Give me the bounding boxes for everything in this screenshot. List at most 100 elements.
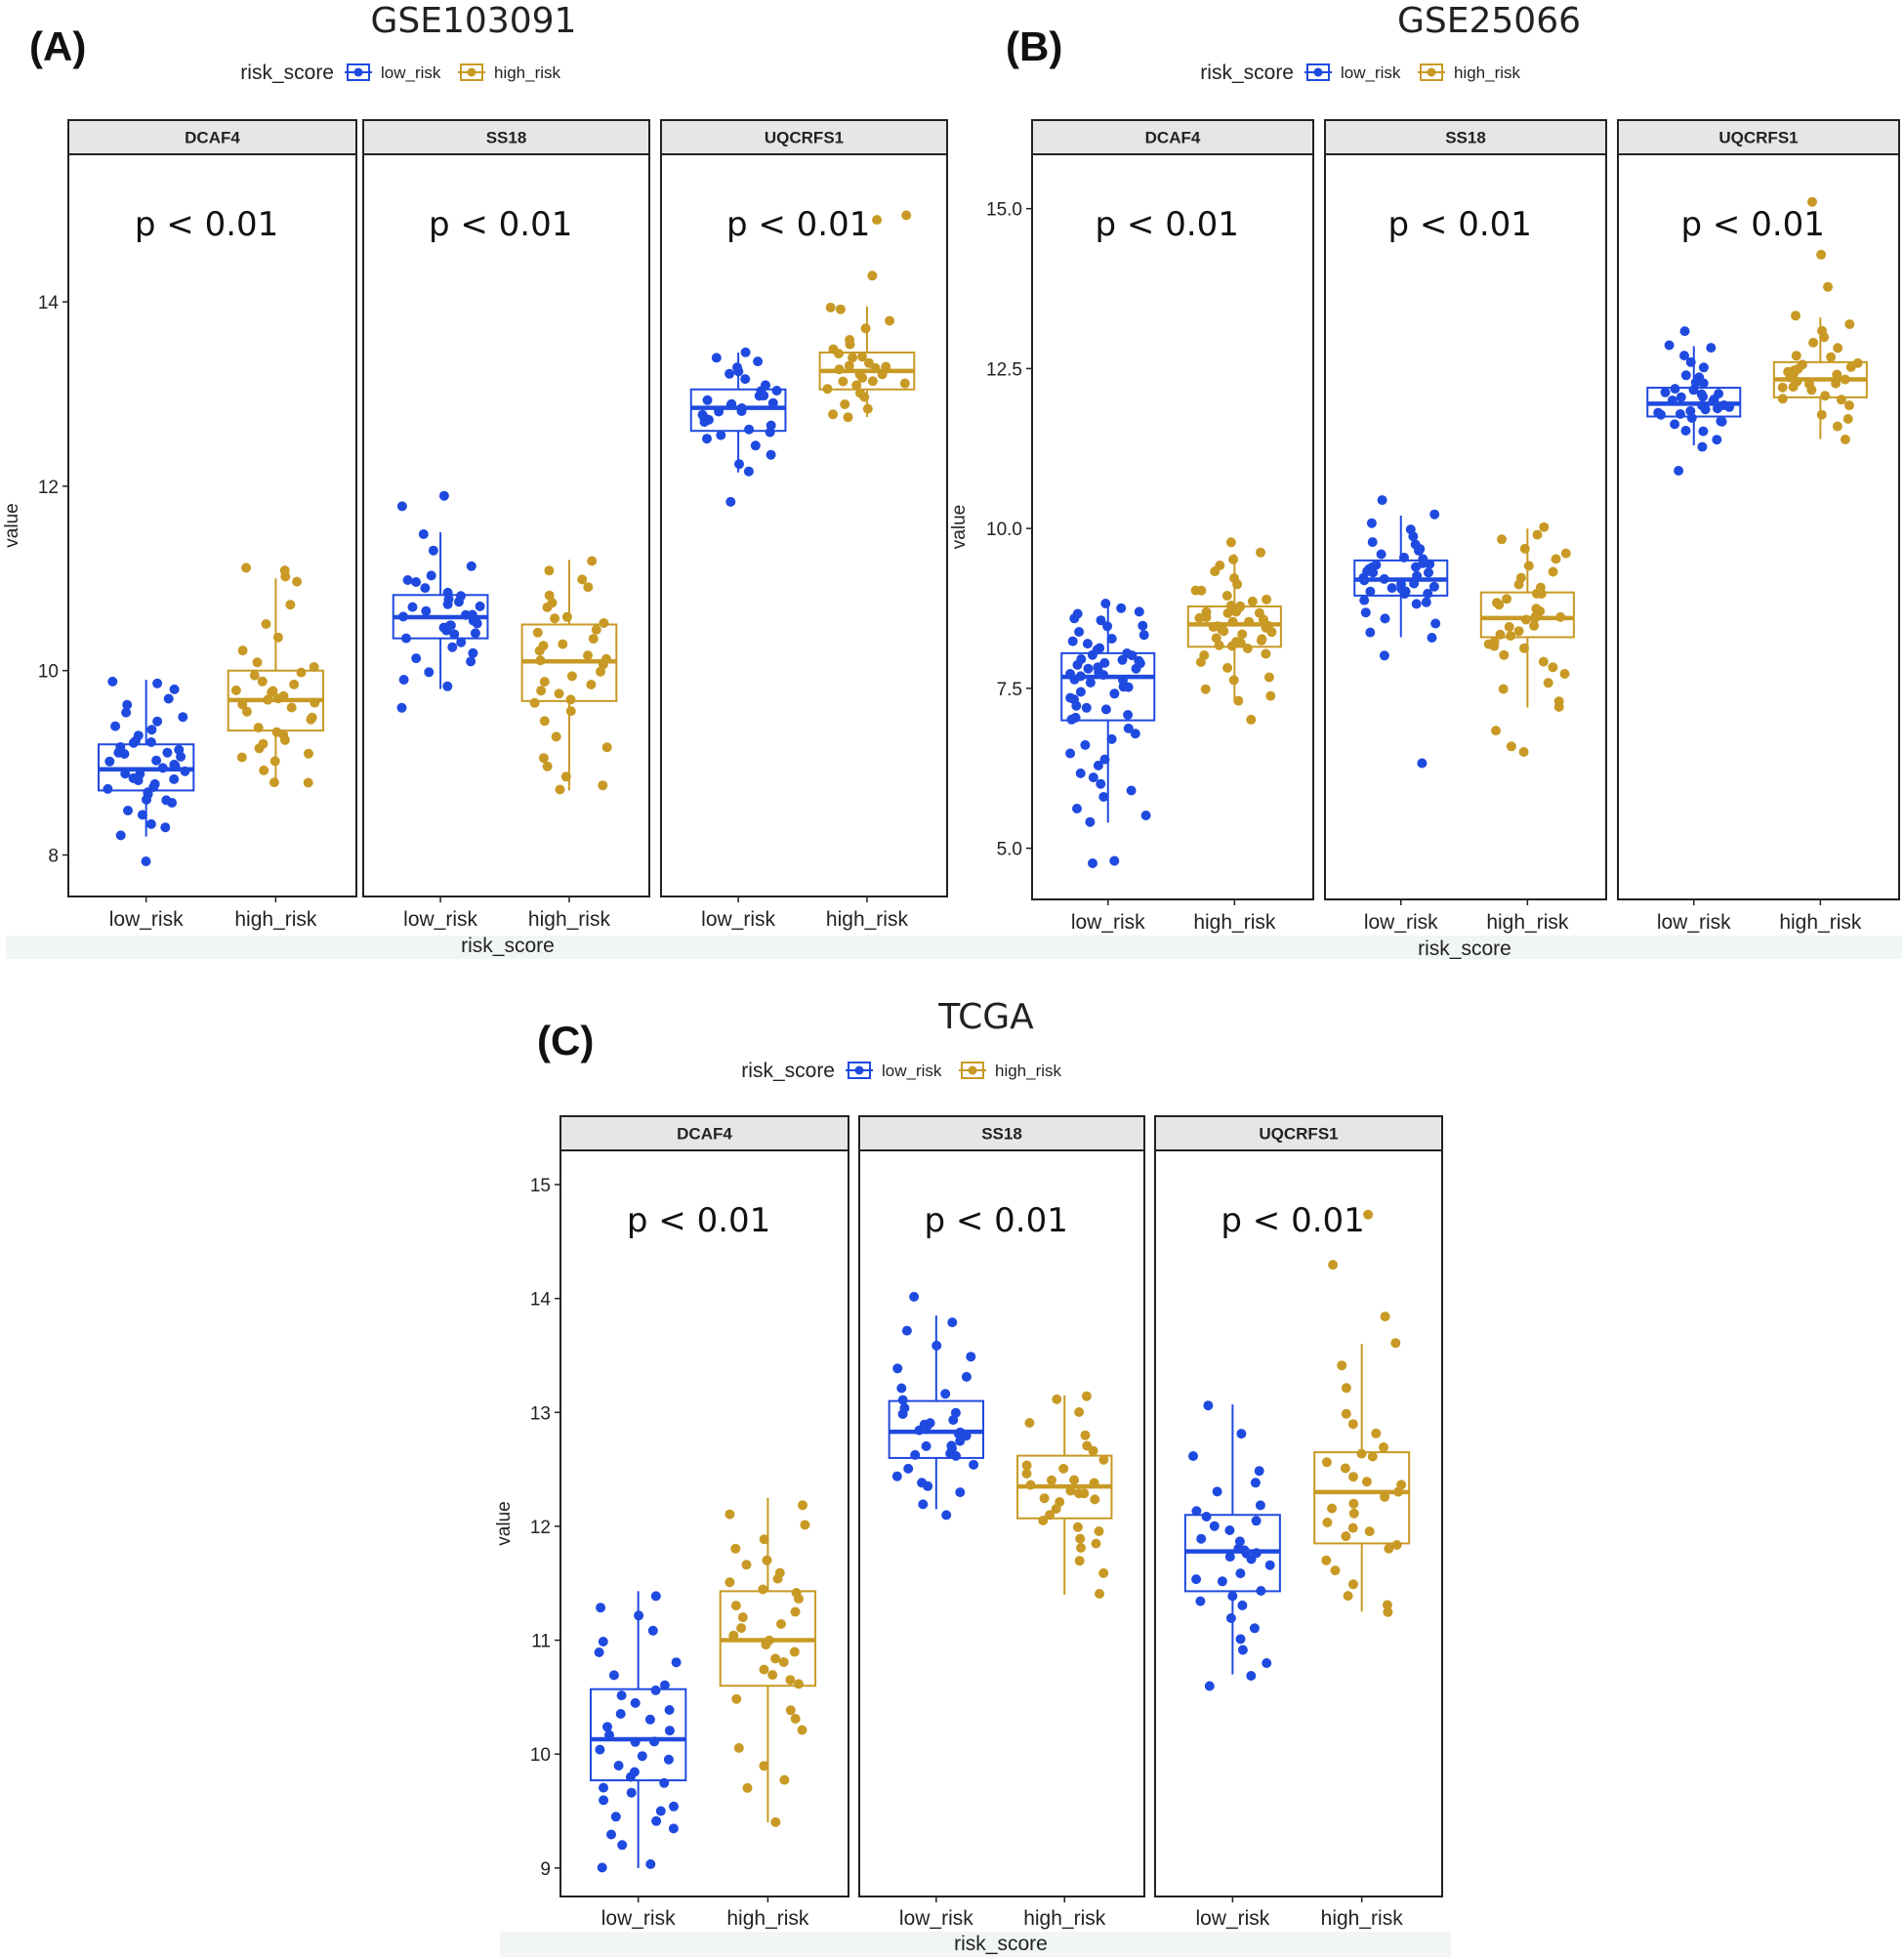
data-point (599, 1795, 609, 1806)
data-point (115, 830, 126, 841)
data-point (1366, 518, 1377, 528)
data-point (1685, 356, 1696, 367)
box-high-risk (719, 1497, 817, 1827)
data-point (1347, 1522, 1358, 1533)
data-point (1098, 1454, 1109, 1465)
data-point (790, 1606, 801, 1617)
data-point (1075, 768, 1086, 778)
data-point (637, 1751, 647, 1762)
data-point (1670, 419, 1680, 430)
data-point (668, 1823, 679, 1834)
data-point (1791, 351, 1801, 361)
data-point (1191, 1506, 1202, 1517)
facet-strip-label: UQCRFS1 (1718, 129, 1798, 147)
legend-key-high-risk (959, 1062, 986, 1079)
data-point (180, 766, 190, 776)
data-point (857, 352, 867, 362)
data-point (651, 1815, 662, 1826)
data-point (1489, 637, 1500, 647)
data-point (1191, 1574, 1202, 1585)
data-point (1249, 1623, 1260, 1634)
data-point (529, 697, 540, 708)
data-point (1697, 441, 1708, 452)
y-tick-label: 12 (38, 478, 59, 498)
data-point (547, 598, 558, 608)
data-point (456, 591, 466, 602)
legend-key-dot (467, 67, 476, 77)
data-point (1262, 594, 1272, 604)
data-point (261, 619, 271, 629)
data-point (307, 712, 317, 723)
data-point (716, 430, 726, 440)
data-point (872, 215, 883, 226)
data-point (601, 742, 612, 753)
data-point (969, 1459, 979, 1470)
data-point (1409, 578, 1420, 589)
data-point (1359, 575, 1370, 586)
facet-strip (1617, 119, 1900, 155)
y-tick-label: 10 (38, 662, 59, 683)
data-point (1251, 1516, 1262, 1526)
data-point (1123, 723, 1134, 733)
data-point (1359, 595, 1370, 605)
data-point (598, 780, 608, 791)
data-point (1383, 1606, 1393, 1617)
data-point (310, 697, 320, 708)
data-point (1367, 1451, 1378, 1462)
data-point (855, 388, 865, 398)
facet-strip-label: DCAF4 (185, 129, 240, 147)
data-point (828, 344, 839, 354)
facet-plot-area (1617, 153, 1900, 900)
data-point (761, 380, 770, 391)
data-point (1816, 409, 1827, 420)
data-point (1228, 675, 1239, 686)
data-point (396, 501, 407, 512)
facet-strip-label: SS18 (1445, 129, 1486, 147)
data-point (650, 1591, 661, 1602)
panel-label: (B) (1006, 23, 1062, 69)
data-point (1506, 631, 1516, 642)
data-point (601, 653, 611, 664)
data-point (899, 378, 910, 389)
data-point (1221, 591, 1232, 601)
facet-strip-label: DCAF4 (677, 1125, 732, 1144)
data-point (169, 773, 180, 784)
data-point (442, 681, 453, 691)
data-point (1396, 579, 1406, 590)
data-point (766, 449, 776, 460)
data-point (1224, 1552, 1235, 1563)
data-point (1100, 704, 1111, 715)
data-point (160, 822, 171, 833)
legend-key-dot (1427, 67, 1436, 77)
legend-key-dot (353, 67, 363, 77)
x-tick-label: low_risk (1071, 911, 1145, 934)
data-point (1365, 586, 1376, 597)
data-point (1429, 509, 1440, 520)
data-point (1675, 409, 1685, 419)
data-point (292, 576, 303, 587)
data-point (1099, 754, 1110, 765)
y-tick-label: 12 (530, 1518, 551, 1538)
data-point (1712, 435, 1722, 445)
data-point (1195, 1596, 1206, 1606)
data-point (770, 1816, 781, 1827)
data-point (1816, 249, 1827, 260)
data-point (897, 1395, 908, 1405)
data-point (1227, 616, 1238, 627)
data-point (1391, 1540, 1402, 1550)
data-point (629, 1767, 640, 1777)
data-point (237, 699, 248, 710)
data-point (901, 1325, 912, 1336)
data-point (598, 1637, 608, 1646)
data-point (664, 1726, 675, 1736)
data-point (542, 761, 553, 771)
data-point (309, 662, 319, 672)
data-point (1696, 389, 1707, 399)
legend-key-dot (1313, 67, 1323, 77)
data-point (909, 1291, 920, 1302)
data-point (597, 1862, 607, 1873)
data-point (407, 602, 418, 612)
box-low-risk (97, 676, 195, 866)
facet-ss18: SS18 p < 0.01 low_risk high_risk (1324, 119, 1607, 934)
